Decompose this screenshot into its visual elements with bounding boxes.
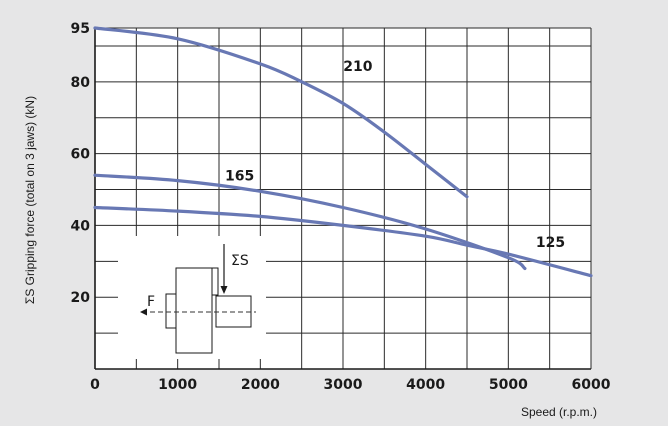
x-tick-labels: 0 1000 2000 3000 4000 5000 6000 bbox=[90, 377, 611, 393]
y-axis-label: ΣS Gripping force (total on 3 jaws) (kN) bbox=[23, 96, 37, 304]
curve-165 bbox=[93, 173, 527, 271]
x-tick-label: 6000 bbox=[572, 377, 611, 393]
curve-labels: 210 165 125 bbox=[225, 59, 565, 251]
chuck-flange bbox=[165, 293, 177, 329]
chuck-diagram: F ΣS bbox=[118, 236, 266, 359]
y-tick-label: 40 bbox=[71, 218, 91, 234]
chuck-body bbox=[175, 267, 213, 354]
y-tick-labels: 20 40 60 80 95 bbox=[71, 21, 91, 306]
curve-125 bbox=[93, 205, 593, 278]
curve-210 bbox=[93, 26, 469, 199]
curve-label-210: 210 bbox=[343, 59, 372, 75]
grid bbox=[94, 27, 592, 370]
jaw bbox=[211, 267, 219, 296]
x-tick-label: 3000 bbox=[324, 377, 363, 393]
sum-arrow-head bbox=[220, 286, 228, 294]
y-tick-label: 80 bbox=[71, 75, 91, 91]
sum-label: ΣS bbox=[231, 253, 249, 269]
x-axis-label: Speed (r.p.m.) bbox=[521, 405, 597, 419]
x-tick-label: 4000 bbox=[406, 377, 445, 393]
curve-label-165: 165 bbox=[225, 169, 254, 185]
force-arrow-head bbox=[140, 308, 147, 316]
force-label: F bbox=[147, 294, 155, 310]
x-tick-label: 5000 bbox=[489, 377, 528, 393]
y-tick-label: 20 bbox=[71, 290, 91, 306]
x-tick-label: 1000 bbox=[158, 377, 197, 393]
y-tick-label: 95 bbox=[71, 21, 90, 37]
curves bbox=[93, 26, 593, 278]
y-tick-label: 60 bbox=[71, 147, 91, 163]
x-tick-label: 2000 bbox=[241, 377, 280, 393]
x-tick-label: 0 bbox=[90, 377, 100, 393]
curve-label-125: 125 bbox=[536, 235, 565, 251]
